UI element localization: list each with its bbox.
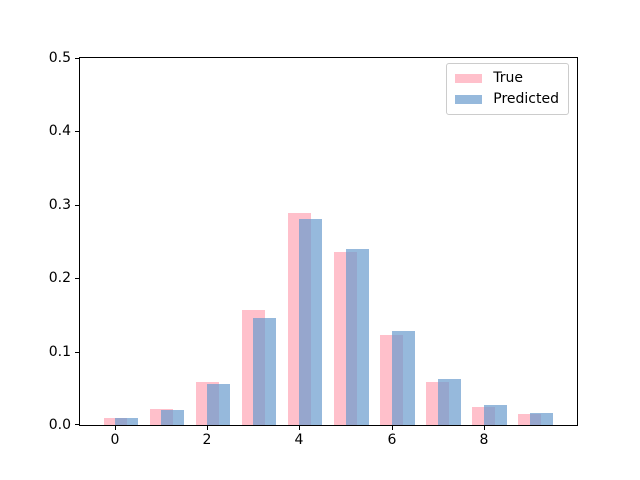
bar-predicted-1: [161, 410, 184, 425]
y-tick-0.2: [75, 278, 79, 279]
x-tick-label-6: 6: [387, 432, 397, 448]
plot-area: 0 2 4 6 8 0.0 0.1 0.2 0.3 0.4 0.5 True Predicted: [49, 50, 578, 448]
y-tick-label-0.3: 0.3: [48, 197, 71, 213]
bar-predicted-0: [115, 418, 138, 425]
x-tick-2: [207, 426, 208, 430]
y-tick-0.4: [75, 131, 79, 132]
legend-swatch-predicted: [455, 94, 483, 104]
x-tick-8: [484, 426, 485, 430]
bar-predicted-9: [530, 413, 553, 425]
legend-swatch-true: [455, 73, 483, 83]
x-tick-6: [392, 426, 393, 430]
x-tick-4: [299, 426, 300, 430]
legend-label-predicted: Predicted: [493, 91, 559, 107]
bar-true-9: [518, 414, 541, 425]
bar-predicted-6: [392, 331, 415, 425]
bar-predicted-3: [253, 318, 276, 425]
y-tick-label-0.5: 0.5: [48, 50, 71, 66]
x-tick-0: [115, 426, 116, 430]
legend-entry-true: True: [455, 70, 559, 86]
y-tick-label-0.1: 0.1: [48, 344, 71, 360]
bar-predicted-5: [346, 249, 369, 425]
y-tick-label-0.0: 0.0: [48, 417, 71, 433]
x-tick-label-2: 2: [202, 432, 212, 448]
bar-predicted-7: [438, 379, 461, 425]
y-tick-0.0: [75, 424, 79, 425]
legend-label-true: True: [493, 70, 524, 86]
y-tick-0.3: [75, 205, 79, 206]
y-tick-label-0.2: 0.2: [48, 270, 71, 286]
bar-predicted-4: [299, 219, 322, 425]
y-tick-0.5: [75, 58, 79, 59]
legend-entry-predicted: Predicted: [455, 91, 559, 107]
y-tick-0.1: [75, 352, 79, 353]
legend: True Predicted: [446, 63, 569, 115]
y-tick-label-0.4: 0.4: [48, 123, 71, 139]
bar-predicted-2: [207, 384, 230, 425]
bar-predicted-8: [484, 405, 507, 425]
x-tick-label-4: 4: [294, 432, 304, 448]
x-tick-label-0: 0: [110, 432, 120, 448]
x-tick-label-8: 8: [479, 432, 489, 448]
